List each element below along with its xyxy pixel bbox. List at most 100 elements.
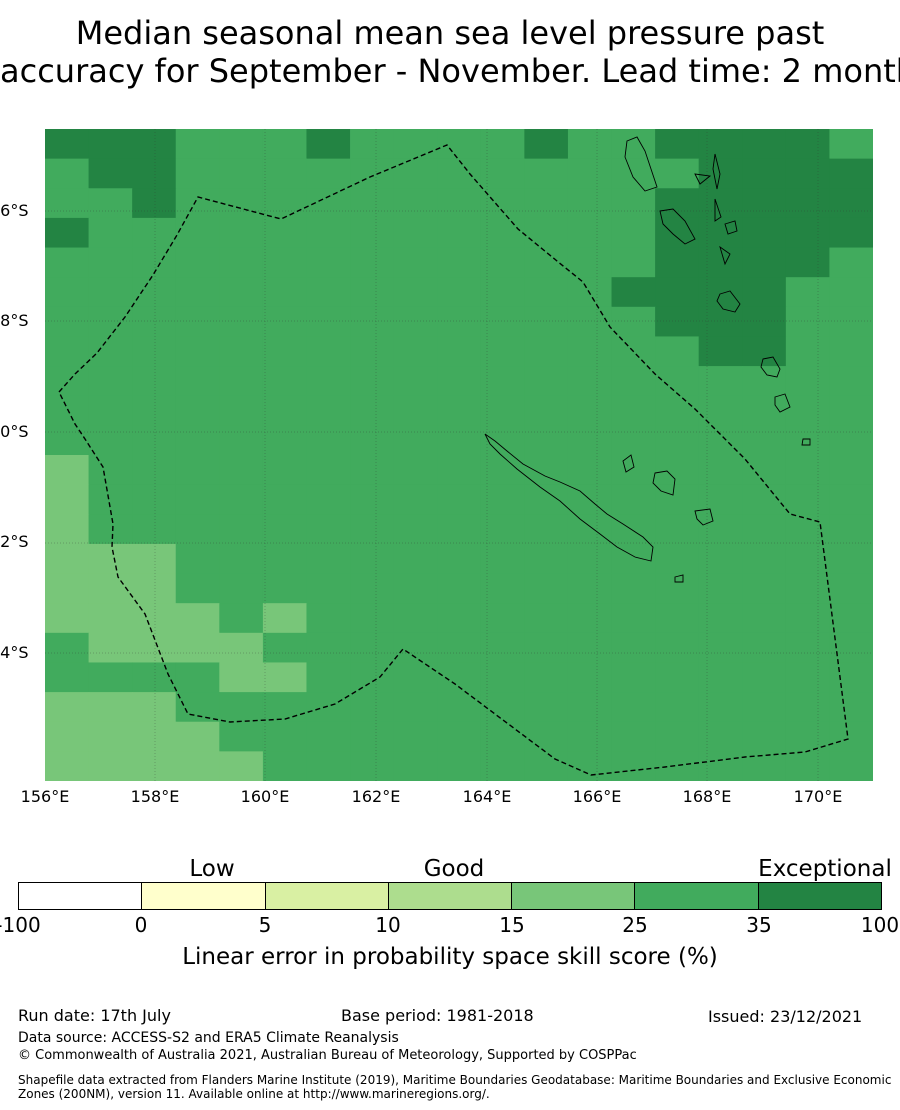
chart-title-line-1: Median seasonal mean sea level pressure … [75, 14, 825, 52]
colorbar-label: Linear error in probability space skill … [182, 944, 718, 970]
skill-cell [524, 247, 569, 278]
colorbar-segment [635, 883, 759, 909]
skill-cell [785, 129, 831, 160]
skill-cell [219, 217, 264, 249]
skill-cell [350, 751, 395, 781]
skill-cell [45, 188, 90, 219]
skill-cell [655, 603, 700, 634]
skill-cell [480, 514, 525, 545]
skill-cell [219, 158, 264, 189]
skill-cell [480, 217, 525, 249]
skill-cell [698, 751, 743, 781]
skill-cell [45, 721, 90, 752]
skill-cell [567, 129, 613, 160]
skill-cell [393, 632, 438, 664]
skill-cell [742, 336, 787, 367]
skill-cell [350, 188, 395, 219]
skill-cell [437, 751, 482, 781]
skill-cell [480, 306, 525, 338]
skill-cell [829, 603, 873, 634]
skill-cell [437, 129, 482, 160]
skill-cell [132, 751, 177, 781]
skill-cell [480, 277, 525, 308]
skill-cell [306, 129, 351, 160]
skill-cell [350, 662, 395, 693]
skill-cell [480, 158, 525, 189]
skill-cell [262, 306, 308, 338]
skill-cell [132, 306, 177, 338]
skill-cell [829, 129, 873, 160]
skill-cell [785, 188, 831, 219]
skill-cell [262, 514, 308, 545]
skill-cell [480, 425, 525, 456]
skill-cell [785, 306, 831, 338]
base-period: Base period: 1981-2018 [341, 1006, 534, 1025]
skill-cell [262, 158, 308, 189]
skill-cell [524, 336, 569, 367]
skill-cell [742, 395, 787, 426]
skill-cell [829, 692, 873, 723]
skill-cell [132, 366, 177, 397]
skill-cell [262, 692, 308, 723]
skill-cell [306, 306, 351, 338]
skill-cell [829, 188, 873, 219]
skill-cell [175, 751, 220, 781]
skill-cell [262, 247, 308, 278]
skill-cell [480, 188, 525, 219]
skill-cell [262, 277, 308, 308]
skill-cell [611, 543, 656, 575]
skill-cell [655, 484, 700, 515]
skill-cell [785, 158, 831, 189]
skill-cell [88, 484, 133, 515]
colorbar-segment [388, 883, 513, 909]
skill-cell [306, 277, 351, 308]
skill-cell [829, 306, 873, 338]
skill-cell [567, 721, 613, 752]
skill-cell [437, 395, 482, 426]
skill-cell [655, 514, 700, 545]
skill-cell [45, 484, 90, 515]
lon-label: 168°E [682, 787, 732, 806]
colorbar-tick: -100 [0, 913, 41, 937]
legend-category-low: Low [189, 856, 235, 882]
skill-cell [655, 188, 700, 219]
skill-cell [306, 662, 351, 693]
skill-cell [480, 662, 525, 693]
lat-label: 18°S [0, 311, 29, 330]
skill-cell [45, 662, 90, 693]
skill-cell [742, 306, 787, 338]
skill-cell [611, 751, 656, 781]
skill-cell [132, 129, 177, 160]
copyright-notice: © Commonwealth of Australia 2021, Austra… [18, 1048, 637, 1063]
skill-cell [698, 129, 743, 160]
skill-cell [219, 277, 264, 308]
skill-cell [45, 395, 90, 426]
skill-cell [175, 425, 220, 456]
skill-cell [88, 662, 133, 693]
skill-cell [785, 751, 831, 781]
skill-cell [393, 336, 438, 367]
skill-cell [350, 721, 395, 752]
eez-boundary [58, 144, 849, 776]
skill-cell [524, 721, 569, 752]
skill-cell [698, 573, 743, 604]
skill-cell [611, 692, 656, 723]
skill-cell [698, 514, 743, 545]
skill-cell [437, 247, 482, 278]
skill-cell [262, 721, 308, 752]
skill-cell [175, 129, 220, 160]
shapefile-credit: Shapefile data extracted from Flanders M… [18, 1073, 892, 1101]
skill-cell [524, 425, 569, 456]
skill-cell [393, 721, 438, 752]
skill-cell [175, 632, 220, 664]
skill-cell [132, 455, 177, 486]
skill-cell [742, 129, 787, 160]
skill-cell [437, 366, 482, 397]
skill-cell [88, 217, 133, 249]
skill-cell [175, 277, 220, 308]
skill-cell [437, 217, 482, 249]
skill-cell [785, 425, 831, 456]
skill-cell [393, 247, 438, 278]
skill-cell [655, 336, 700, 367]
skill-cell [45, 425, 90, 456]
